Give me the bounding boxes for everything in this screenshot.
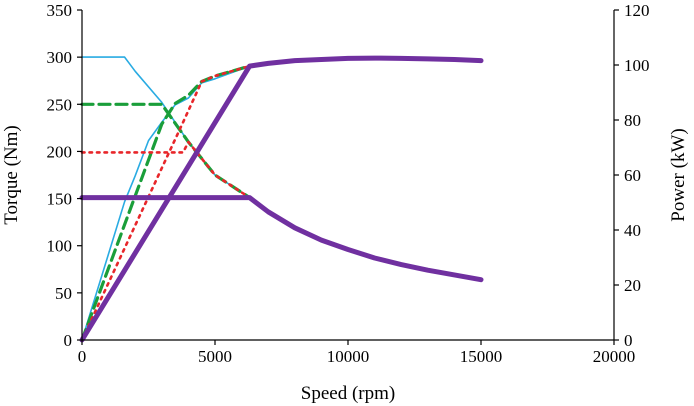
left-y-tick-label: 250: [47, 95, 73, 114]
left-y-tick-label: 50: [55, 284, 72, 303]
left-y-tick-label: 200: [47, 142, 73, 161]
right-y-tick-label: 40: [624, 221, 641, 240]
series-line-torque-150: [79, 195, 484, 283]
left-y-tick-label: 0: [64, 331, 73, 350]
x-tick-label: 5000: [198, 347, 232, 366]
right-y-tick-label: 20: [624, 276, 641, 295]
x-tick-label: 10000: [327, 347, 370, 366]
x-axis-title: Speed (rpm): [301, 383, 395, 404]
series-line-power-200: [80, 64, 251, 342]
right-y-tick-label: 80: [624, 111, 641, 130]
series-layer: [79, 55, 484, 343]
x-tick-label: 0: [78, 347, 87, 366]
right-y-tick-label: 60: [624, 166, 641, 185]
right-y-tick-label: 0: [624, 331, 633, 350]
x-tick-label: 15000: [460, 347, 503, 366]
right-y-axis-title: Power (kW): [668, 128, 689, 221]
ticks-layer: 0 5000 10000 15000 2000005010015020025030035…: [47, 1, 650, 366]
right-y-tick-label: 120: [624, 1, 650, 20]
left-y-tick-label: 300: [47, 48, 73, 67]
series-line-torque-300: [81, 56, 251, 199]
series-line-power-250: [80, 64, 252, 342]
left-y-tick-label: 150: [47, 190, 73, 209]
left-y-tick-label: 350: [47, 1, 73, 20]
left-y-axis-title: Torque (Nm): [1, 125, 22, 224]
series-line-power-150: [79, 55, 484, 343]
left-y-tick-label: 100: [47, 237, 73, 256]
right-y-tick-label: 100: [624, 56, 650, 75]
series-line-torque-200: [80, 140, 251, 199]
x-tick-label: 20000: [593, 347, 636, 366]
